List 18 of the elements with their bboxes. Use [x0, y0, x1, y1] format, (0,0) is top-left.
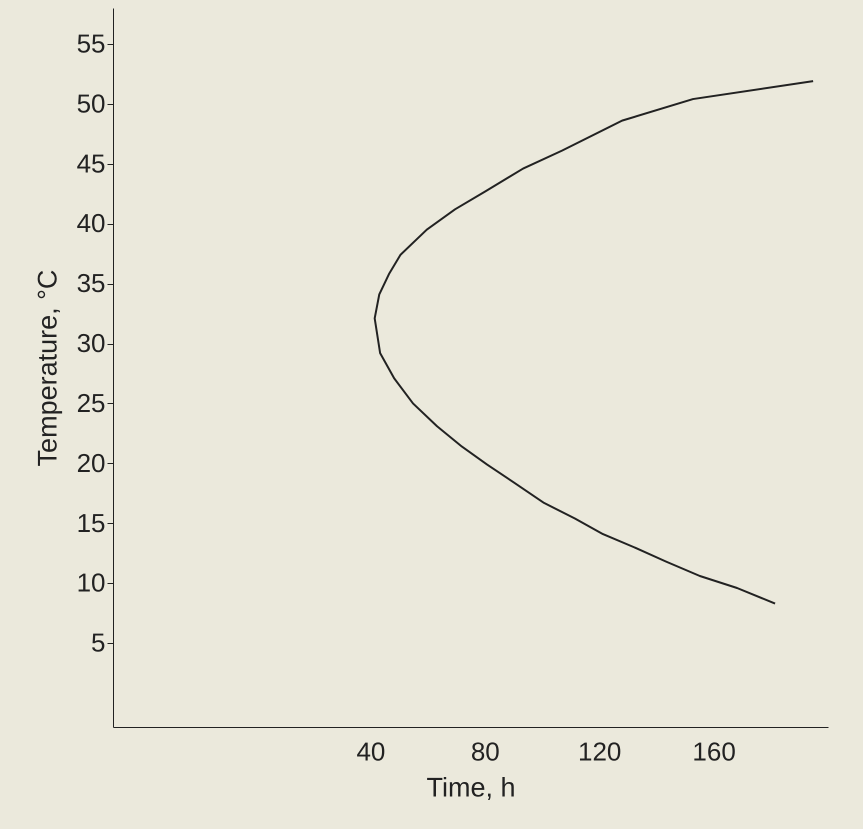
y-tick-label: 30 — [76, 328, 106, 358]
x-tick-label: 40 — [356, 736, 386, 766]
y-tick-label: 55 — [76, 28, 106, 58]
x-tick-label: 80 — [470, 736, 500, 766]
y-tick-label: 35 — [76, 268, 106, 298]
x-tick-label: 160 — [692, 736, 736, 766]
y-tick-label: 10 — [76, 568, 106, 598]
x-tick-label: 120 — [578, 736, 622, 766]
x-axis-title: Time, h — [426, 772, 516, 802]
y-tick-label: 15 — [76, 508, 106, 538]
y-tick-label: 45 — [76, 148, 106, 178]
line-series — [374, 80, 814, 605]
y-tick-label: 50 — [76, 88, 106, 118]
y-tick-label: 25 — [76, 388, 106, 418]
y-tick-label: 20 — [76, 448, 106, 478]
y-tick-label: 5 — [91, 628, 106, 658]
y-tick-label: 40 — [76, 208, 106, 238]
y-axis-title: Temperature, °C — [32, 270, 63, 466]
